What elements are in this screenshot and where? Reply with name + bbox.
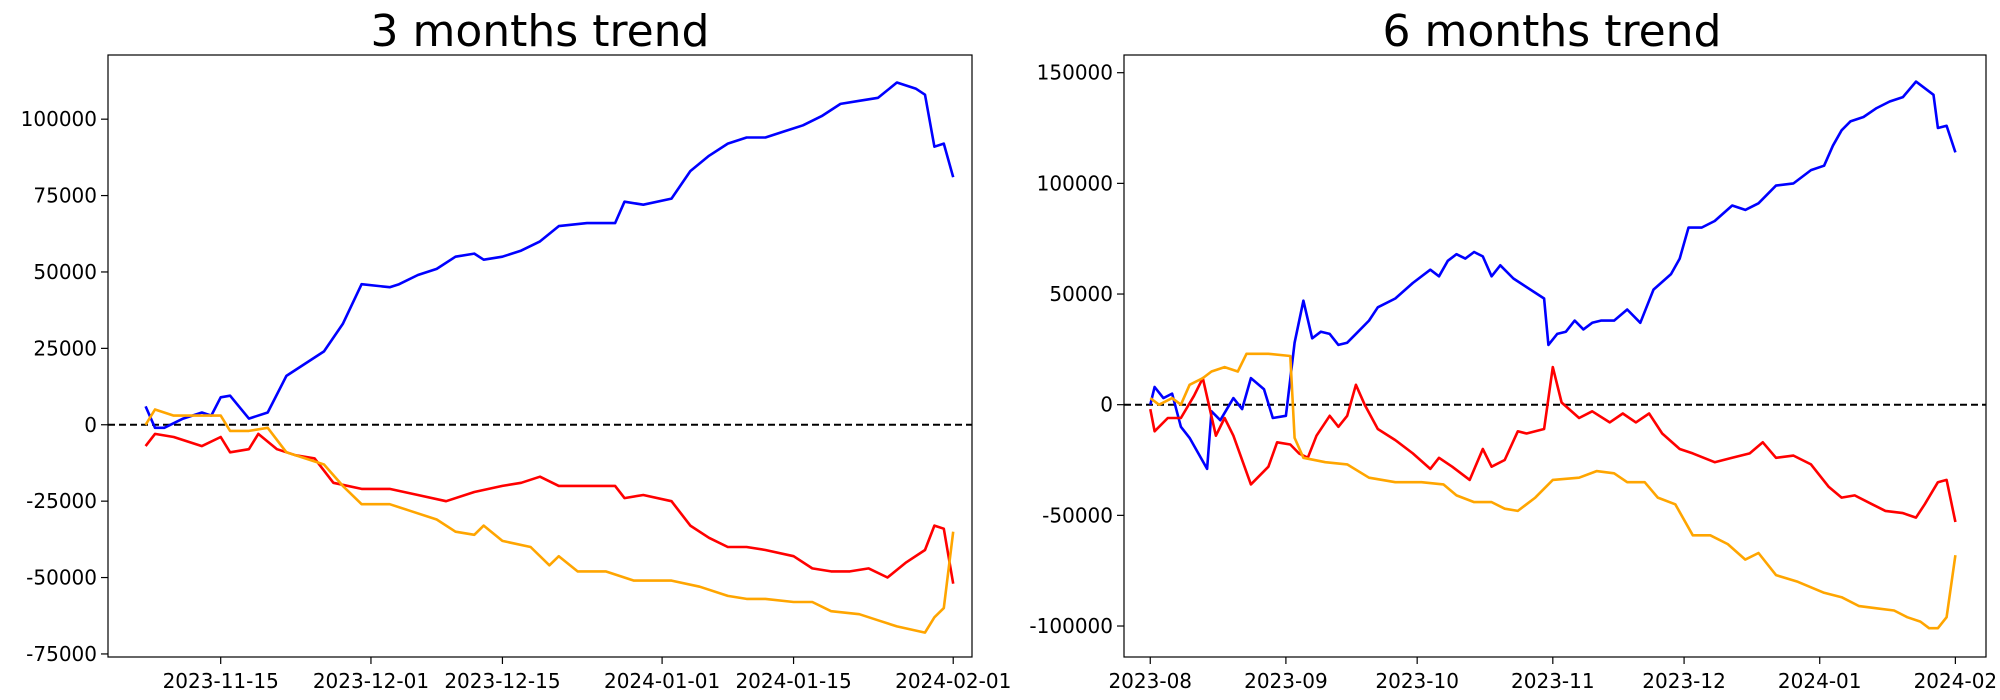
y-tick-label: 0 (1100, 393, 1113, 417)
x-ticks: 2023-11-15 2023-12-01 2023-12-15 2024-01-01… (163, 657, 1011, 693)
chart-title: 3 months trend (371, 6, 710, 57)
y-tick-label: -25000 (26, 489, 97, 513)
y-tick-label: -50000 (26, 566, 97, 590)
plot-frame (107, 54, 973, 658)
x-tick-label: 2024-01-15 (735, 669, 851, 693)
y-tick-label: -75000 (26, 642, 97, 666)
series-line (1149, 80, 1957, 471)
x-tick-label: 2023-08 (1108, 669, 1192, 693)
x-tick-label: 2023-11 (1511, 669, 1595, 693)
y-tick-label: 150000 (1037, 61, 1113, 85)
y-tick-label: -100000 (1029, 614, 1113, 638)
series-line (144, 81, 955, 430)
y-tick-label: 50000 (1049, 282, 1113, 306)
y-tick-label: 25000 (33, 336, 97, 360)
series-lines (144, 81, 955, 634)
y-tick-label: 100000 (21, 107, 97, 131)
x-tick-label: 2023-10 (1375, 669, 1459, 693)
chart-6-months: 6 months trend -100000 -50000 0 50000 100000… (1029, 6, 1997, 693)
series-line (1149, 365, 1957, 523)
x-tick-label: 2023-11-15 (163, 669, 279, 693)
x-ticks: 2023-08 2023-09 2023-10 2023-11 2023-12 2024-… (1108, 657, 1997, 693)
series-lines (1149, 80, 1957, 630)
x-tick-label: 2023-12 (1642, 669, 1726, 693)
y-ticks: -100000 -50000 0 50000 100000 150000 (1029, 61, 1124, 638)
x-tick-label: 2023-12-15 (444, 669, 560, 693)
chart-3-months: 3 months trend -75000 -50000 -25000 0 25000 5… (21, 6, 1012, 693)
series-line (1149, 352, 1957, 630)
x-tick-label: 2023-12-01 (313, 669, 429, 693)
y-tick-label: 0 (84, 413, 97, 437)
x-tick-label: 2024-02 (1914, 669, 1998, 693)
x-tick-label: 2024-01-01 (604, 669, 720, 693)
y-tick-label: 50000 (33, 260, 97, 284)
y-tick-label: -50000 (1042, 503, 1113, 527)
y-ticks: -75000 -50000 -25000 0 25000 50000 75000 100000 (21, 107, 108, 666)
y-tick-label: 75000 (33, 184, 97, 208)
plot-frame (1123, 54, 1987, 658)
x-tick-label: 2023-09 (1244, 669, 1328, 693)
y-tick-label: 100000 (1037, 171, 1113, 195)
series-line (144, 432, 955, 584)
x-tick-label: 2024-02-01 (895, 669, 1011, 693)
x-tick-label: 2024-01 (1778, 669, 1862, 693)
series-line (144, 408, 955, 634)
chart-title: 6 months trend (1383, 6, 1722, 57)
